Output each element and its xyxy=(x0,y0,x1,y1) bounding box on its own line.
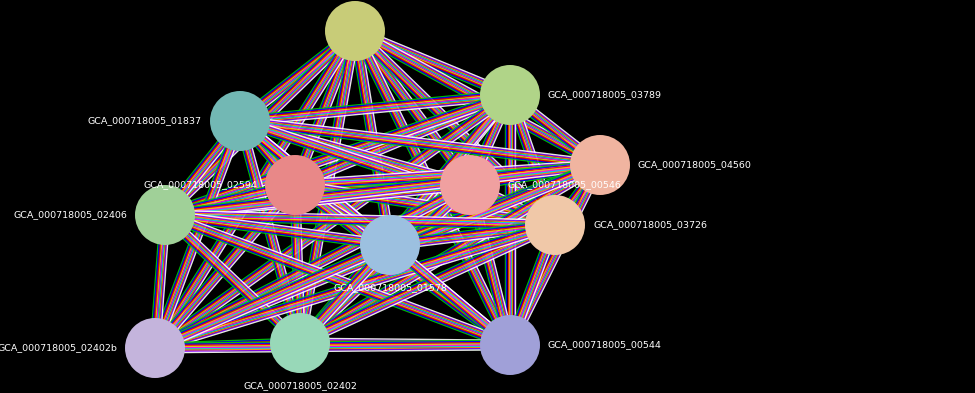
Circle shape xyxy=(265,155,325,215)
Text: GCA_000718005_00546: GCA_000718005_00546 xyxy=(508,180,622,189)
Circle shape xyxy=(325,1,385,61)
Circle shape xyxy=(270,313,330,373)
Text: GCA_000718005_02594: GCA_000718005_02594 xyxy=(143,180,257,189)
Text: GCA_000718005_00544: GCA_000718005_00544 xyxy=(548,340,662,349)
Circle shape xyxy=(525,195,585,255)
Text: GCA_000718005_04560: GCA_000718005_04560 xyxy=(638,160,752,169)
Circle shape xyxy=(135,185,195,245)
Circle shape xyxy=(570,135,630,195)
Text: GCA_000718005_02402b: GCA_000718005_02402b xyxy=(0,343,117,353)
Circle shape xyxy=(360,215,420,275)
Circle shape xyxy=(125,318,185,378)
Text: GCA_000718005_02402: GCA_000718005_02402 xyxy=(243,381,357,390)
Text: GCA_000718005_01837: GCA_000718005_01837 xyxy=(88,116,202,125)
Text: GCA_000718005_03789: GCA_000718005_03789 xyxy=(548,90,662,99)
Text: GCA_000718005_02406: GCA_000718005_02406 xyxy=(13,211,127,220)
Circle shape xyxy=(210,91,270,151)
Circle shape xyxy=(480,65,540,125)
Circle shape xyxy=(480,315,540,375)
Text: GCA_000718005_01578: GCA_000718005_01578 xyxy=(333,283,447,292)
Circle shape xyxy=(440,155,500,215)
Text: GCA_000718005_03726: GCA_000718005_03726 xyxy=(593,220,707,230)
